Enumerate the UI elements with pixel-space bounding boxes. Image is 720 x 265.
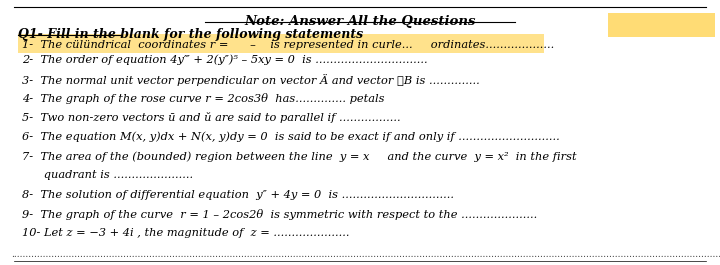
Text: Q1- Fill in the blank for the following statements: Q1- Fill in the blank for the following … [18,28,363,41]
Text: 8-  The solution of differential equation  y″ + 4y = 0  is .....................: 8- The solution of differential equation… [22,190,454,200]
Text: 9-  The graph of the curve  r = 1 – 2cos2θ  is symmetric with respect to the ...: 9- The graph of the curve r = 1 – 2cos2θ… [22,209,537,220]
Text: 2-  The order of equation 4y‴ + 2(y″)⁵ – 5xy = 0  is ...........................: 2- The order of equation 4y‴ + 2(y″)⁵ – … [22,54,427,65]
Text: quadrant is ......................: quadrant is ...................... [22,170,193,180]
FancyBboxPatch shape [18,34,544,53]
Text: 10- Let z = −3 + 4i , the magnitude of  z = .....................: 10- Let z = −3 + 4i , the magnitude of z… [22,228,349,239]
Text: 6-  The equation M(x, y)dx + N(x, y)dy = 0  is said to be exact if and only if .: 6- The equation M(x, y)dx + N(x, y)dy = … [22,132,559,142]
Text: 5-  Two non-zero vectors ū and ŭ are said to parallel if .................: 5- Two non-zero vectors ū and ŭ are said… [22,112,400,123]
Text: 4-  The graph of the rose curve r = 2cos3θ  has.............. petals: 4- The graph of the rose curve r = 2cos3… [22,93,384,104]
Text: ................................................................................: ........................................… [11,250,720,259]
Text: Note: Answer All the Questions: Note: Answer All the Questions [244,15,476,28]
Text: 3-  The normal unit vector perpendicular on vector Ä and vector ⃗B is ..........: 3- The normal unit vector perpendicular … [22,74,480,86]
Text: 1-  The cülündrical  coordinates r =      –    is represented in curle...     or: 1- The cülündrical coordinates r = – is … [22,40,554,50]
FancyBboxPatch shape [608,13,715,37]
Text: 7-  The area of the (bounded) region between the line  y = x     and the curve  : 7- The area of the (bounded) region betw… [22,151,576,162]
